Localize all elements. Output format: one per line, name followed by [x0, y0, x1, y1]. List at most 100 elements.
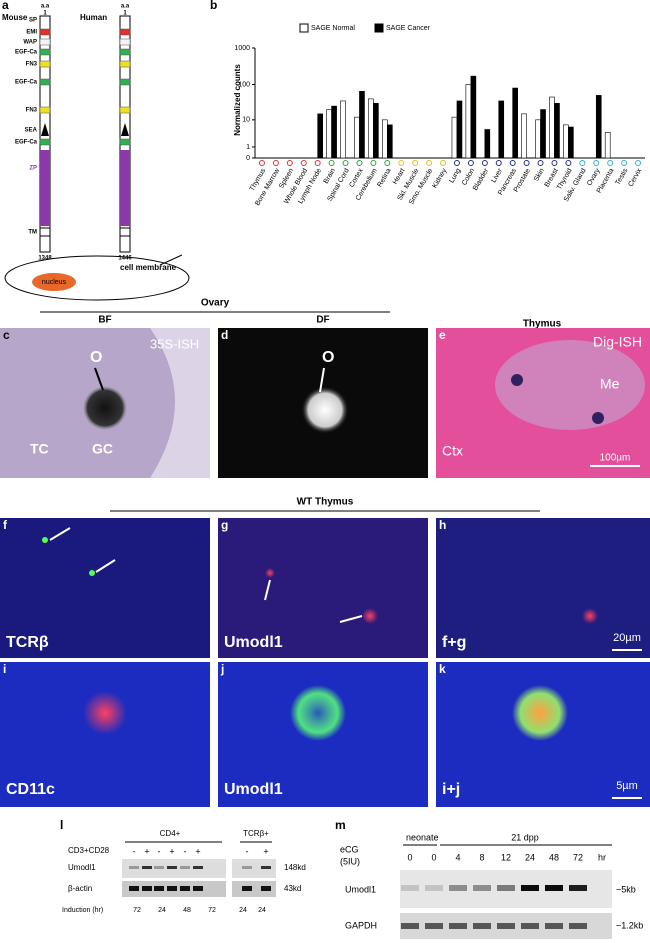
- panel-b: b Normalized counts 01101001000ThymusBon…: [210, 0, 645, 207]
- lane-label: 48: [549, 852, 559, 862]
- band: [242, 886, 252, 891]
- panel-label: e: [439, 328, 446, 342]
- zp-domain: [40, 150, 50, 226]
- category-marker: [495, 160, 502, 166]
- arrow: [319, 367, 325, 393]
- domain: [119, 38, 131, 46]
- panel-label: a: [2, 0, 9, 12]
- cell: [4, 255, 190, 301]
- category-marker: [579, 160, 586, 166]
- tm-domain: [39, 227, 51, 237]
- category-marker: [621, 160, 628, 166]
- y-axis-label: Normalized counts: [233, 64, 242, 136]
- lane-sign: +: [263, 846, 268, 856]
- band: [569, 885, 587, 891]
- aa-start: 1: [43, 11, 47, 17]
- x-tick-label: Cervix: [627, 167, 643, 188]
- band: [425, 885, 443, 891]
- row-label: Umodl1: [68, 863, 96, 872]
- y-tick-label: 0: [246, 155, 250, 162]
- image-blob: [42, 537, 48, 543]
- bar: [465, 84, 472, 159]
- arrow: [95, 559, 116, 573]
- row-label: (5IU): [340, 856, 360, 866]
- x-tick-label: Liver: [490, 167, 504, 184]
- category-marker: [398, 160, 405, 166]
- overlay-text: i+j: [442, 781, 460, 798]
- group-label: CD4+: [160, 829, 181, 838]
- band: [545, 885, 563, 891]
- hour-label: 24: [258, 907, 266, 914]
- legend-swatch: [299, 23, 309, 33]
- subtitle: DF: [316, 315, 329, 326]
- band: [401, 923, 419, 929]
- panel-label: b: [210, 0, 217, 12]
- band: [261, 866, 271, 869]
- domain: [119, 138, 131, 146]
- overlay-text: GC: [92, 441, 113, 457]
- overlay-text: TCRβ: [6, 634, 49, 651]
- overlay-text: Dig-ISH: [593, 334, 642, 350]
- domain-label: SP: [29, 18, 37, 24]
- size-label: ~1.2kb: [616, 920, 643, 930]
- band: [142, 886, 152, 891]
- hour-label: 48: [183, 907, 191, 914]
- category-marker: [509, 160, 516, 166]
- overlay-text: Ctx: [442, 443, 463, 459]
- overlay-text: Umodl1: [224, 634, 283, 651]
- scale-label: 100µm: [600, 453, 631, 464]
- row-ovary-thymus: Ovary BF DF Thymus c 35S-ISH O TC GC d O…: [0, 298, 650, 478]
- band: [261, 886, 271, 891]
- domain-label: FN3: [26, 108, 38, 114]
- lane-label: 0: [431, 852, 436, 862]
- panel-label: h: [439, 518, 446, 532]
- x-tick-label: Skin: [533, 167, 546, 182]
- category-marker: [258, 160, 265, 166]
- domain: [119, 48, 131, 56]
- category-marker: [300, 160, 307, 166]
- aa-end: 1348: [38, 256, 52, 262]
- lane-sign: -: [184, 846, 187, 856]
- row-label: Umodl1: [345, 884, 376, 894]
- lane-label: 4: [455, 852, 460, 862]
- y-tick-label: 10: [242, 117, 250, 124]
- bar: [317, 113, 323, 159]
- y-tick-label: 100: [238, 81, 250, 88]
- lane-label: hr: [598, 852, 606, 862]
- legend-label: SAGE Cancer: [386, 25, 431, 32]
- row-label: β-actin: [68, 884, 92, 893]
- domain-label: TM: [28, 230, 37, 236]
- zp-domain: [120, 150, 130, 226]
- band: [473, 923, 491, 929]
- overlay-text: TC: [30, 441, 49, 457]
- domain-label: EGF-Ca: [15, 50, 38, 56]
- x-tick-label: Kidney: [432, 167, 449, 189]
- band: [449, 923, 467, 929]
- panel-label: k: [439, 662, 446, 676]
- bar: [340, 100, 346, 159]
- size-label: 148kd: [284, 863, 306, 872]
- row-label: Induction (hr): [62, 907, 103, 914]
- overlay-text: Umodl1: [224, 781, 283, 798]
- domain: [119, 106, 131, 114]
- arrow: [94, 367, 104, 391]
- category-marker: [314, 160, 321, 166]
- band: [180, 866, 190, 869]
- band: [473, 885, 491, 891]
- lane-sign: -: [158, 846, 161, 856]
- aa: a.a: [121, 4, 130, 10]
- bar: [484, 129, 491, 159]
- bar: [470, 75, 477, 159]
- overlay-text: O: [322, 349, 334, 366]
- band: [129, 866, 139, 869]
- overlay-text: f+g: [442, 634, 466, 651]
- band: [521, 885, 539, 891]
- bar: [373, 103, 379, 159]
- protein-diagram: SP EMI WAP EGF-Ca FN3 EGF-Ca FN3 SEA EGF-Ca ZP TM: [15, 15, 131, 253]
- band: [167, 866, 177, 869]
- band: [193, 866, 203, 869]
- bar: [604, 132, 611, 159]
- bar: [451, 116, 458, 159]
- band: [193, 886, 203, 891]
- lane-label: 0: [407, 852, 412, 862]
